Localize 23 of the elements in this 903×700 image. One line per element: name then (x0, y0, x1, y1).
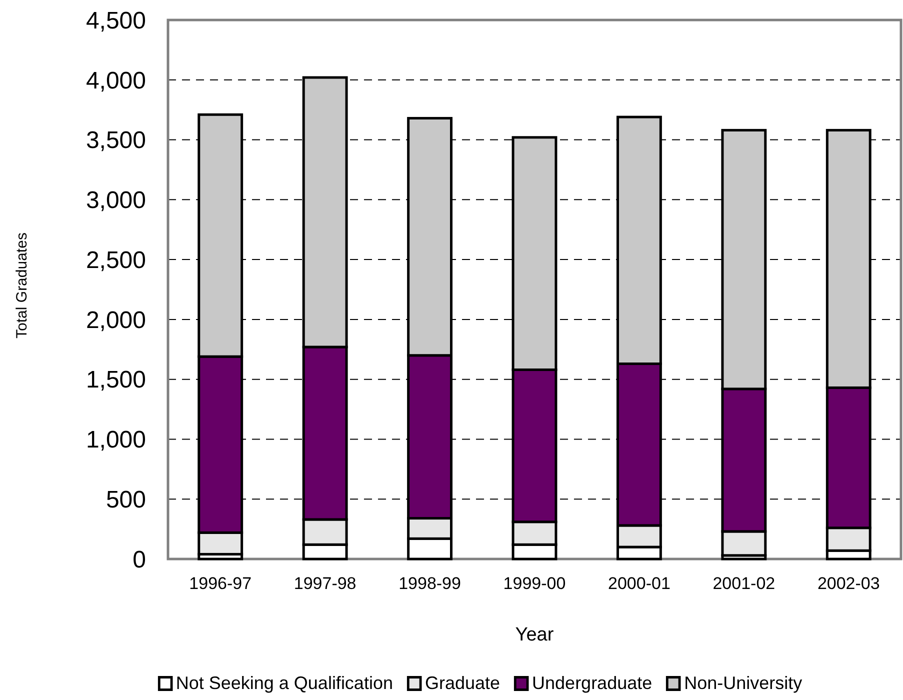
x-axis-title: Year (515, 624, 554, 646)
y-tick-label: 4,000 (86, 67, 146, 94)
y-tick-label: 1,000 (86, 426, 146, 454)
legend-label: Undergraduate (532, 673, 652, 694)
legend-label: Non-University (684, 673, 802, 694)
y-tick-label: 500 (106, 486, 146, 514)
x-tick-label: 1996-97 (189, 574, 252, 593)
y-tick-label: 0 (132, 546, 146, 574)
y-axis-title: Total Graduates (13, 232, 30, 338)
x-tick-label: 1998-99 (398, 574, 461, 593)
y-tick-label: 2,000 (86, 306, 146, 334)
y-tick-label: 1,500 (86, 366, 146, 394)
x-tick-label: 2002-03 (817, 574, 880, 593)
x-tick-label: 1997-98 (294, 574, 356, 593)
y-tick-label: 3,000 (86, 187, 146, 214)
legend-label: Not Seeking a Qualification (176, 673, 393, 694)
x-tick-label: 2001-02 (712, 574, 776, 593)
legend-label: Graduate (424, 673, 500, 694)
y-tick-label: 3,500 (86, 127, 146, 154)
y-tick-label: 2,500 (86, 246, 146, 274)
y-tick-label: 4,500 (86, 7, 146, 34)
x-tick-label: 1999-00 (503, 574, 566, 593)
x-tick-label: 2000-01 (608, 574, 670, 593)
